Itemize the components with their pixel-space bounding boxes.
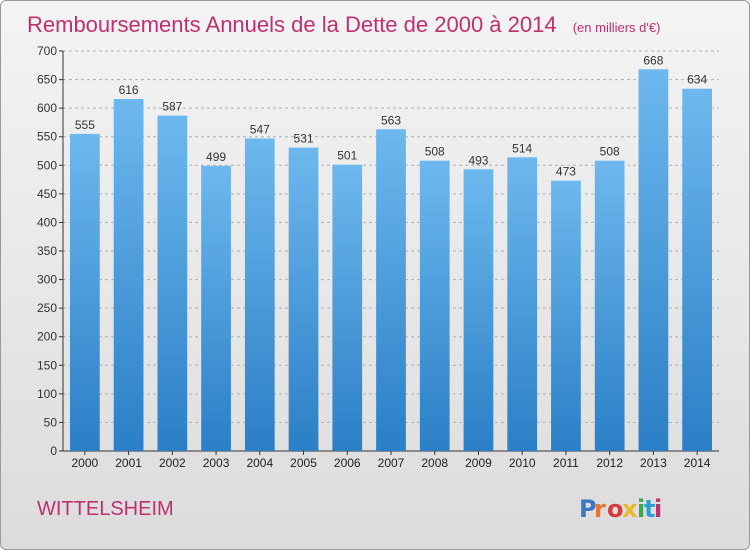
bar-value-label: 501 bbox=[337, 149, 357, 163]
y-tick-label: 350 bbox=[37, 244, 57, 258]
y-tick-label: 450 bbox=[37, 187, 57, 201]
bar-layer bbox=[69, 69, 713, 452]
y-tick-label: 500 bbox=[37, 158, 57, 172]
bar bbox=[638, 69, 669, 452]
y-tick-label: 550 bbox=[37, 130, 57, 144]
bar bbox=[332, 164, 363, 451]
bar-value-label: 587 bbox=[162, 100, 182, 114]
y-tick-label: 700 bbox=[37, 44, 57, 58]
y-tick-label: 400 bbox=[37, 215, 57, 229]
x-tick-label: 2000 bbox=[72, 456, 99, 470]
svg-text:Remboursements Annuels de la D: Remboursements Annuels de la Dette de 20… bbox=[27, 12, 660, 37]
label-layer: 555 2000 616 2001 587 2002 499 2003 547 2004 531 20… bbox=[72, 53, 711, 470]
y-tick-label: 50 bbox=[44, 415, 58, 429]
chart-title-group: Remboursements Annuels de la Dette de 20… bbox=[27, 12, 660, 37]
y-tick-label: 100 bbox=[37, 387, 57, 401]
x-tick-label: 2009 bbox=[465, 456, 492, 470]
bar-value-label: 563 bbox=[381, 113, 401, 127]
y-tick-label: 600 bbox=[37, 101, 57, 115]
x-tick-label: 2008 bbox=[421, 456, 448, 470]
x-tick-label: 2013 bbox=[640, 456, 667, 470]
y-tick-label: 0 bbox=[50, 444, 57, 458]
bar bbox=[507, 157, 538, 452]
bar bbox=[551, 180, 581, 451]
logo-letter: P bbox=[579, 495, 597, 523]
y-tick-label: 150 bbox=[37, 358, 57, 372]
commune-name: WITTELSHEIM bbox=[37, 498, 174, 520]
bar-value-label: 508 bbox=[600, 145, 620, 159]
bar-value-label: 508 bbox=[425, 145, 445, 159]
chart-title: Remboursements Annuels de la Dette de 20… bbox=[27, 12, 557, 37]
x-tick-label: 2002 bbox=[159, 456, 186, 470]
bar-value-label: 514 bbox=[512, 141, 532, 155]
x-tick-label: 2001 bbox=[115, 456, 142, 470]
x-tick-label: 2010 bbox=[509, 456, 536, 470]
logo-letter: i bbox=[654, 495, 662, 523]
logo-letter: i bbox=[637, 495, 645, 523]
bar-value-label: 634 bbox=[687, 73, 707, 87]
bar-value-label: 499 bbox=[206, 150, 226, 164]
logo-letter: x bbox=[622, 495, 638, 523]
y-tick-label: 650 bbox=[37, 73, 57, 87]
bar bbox=[419, 160, 450, 451]
bar bbox=[288, 147, 319, 452]
bar bbox=[594, 160, 625, 451]
bar-value-label: 555 bbox=[75, 118, 95, 132]
x-tick-label: 2003 bbox=[203, 456, 230, 470]
bar bbox=[463, 169, 494, 452]
proxiti-logo: Pr ox iti bbox=[579, 495, 662, 523]
bar-value-label: 616 bbox=[119, 83, 139, 97]
bar bbox=[201, 165, 231, 451]
bar-value-label: 668 bbox=[643, 53, 663, 67]
bar-value-label: 547 bbox=[250, 122, 270, 136]
x-tick-label: 2007 bbox=[378, 456, 405, 470]
y-tick-label: 300 bbox=[37, 273, 57, 287]
x-tick-label: 2012 bbox=[596, 456, 623, 470]
bar-value-label: 473 bbox=[556, 165, 576, 179]
y-tick-label: 200 bbox=[37, 330, 57, 344]
y-tick-label: 250 bbox=[37, 301, 57, 315]
bar bbox=[69, 133, 100, 451]
logo-letter: o bbox=[607, 495, 624, 523]
bar-value-label: 531 bbox=[294, 132, 314, 146]
bar bbox=[113, 99, 144, 451]
chart-unit: (en milliers d'€) bbox=[573, 20, 661, 35]
bar bbox=[244, 138, 275, 451]
x-tick-label: 2014 bbox=[684, 456, 711, 470]
bar bbox=[157, 115, 188, 452]
bar-value-label: 493 bbox=[468, 153, 488, 167]
logo-letter: r bbox=[594, 495, 606, 523]
x-tick-label: 2004 bbox=[246, 456, 273, 470]
x-tick-label: 2006 bbox=[334, 456, 361, 470]
x-tick-label: 2011 bbox=[553, 456, 579, 470]
bar bbox=[682, 88, 713, 451]
x-tick-label: 2005 bbox=[290, 456, 317, 470]
bar bbox=[376, 129, 406, 452]
logo-letter: t bbox=[644, 495, 655, 523]
